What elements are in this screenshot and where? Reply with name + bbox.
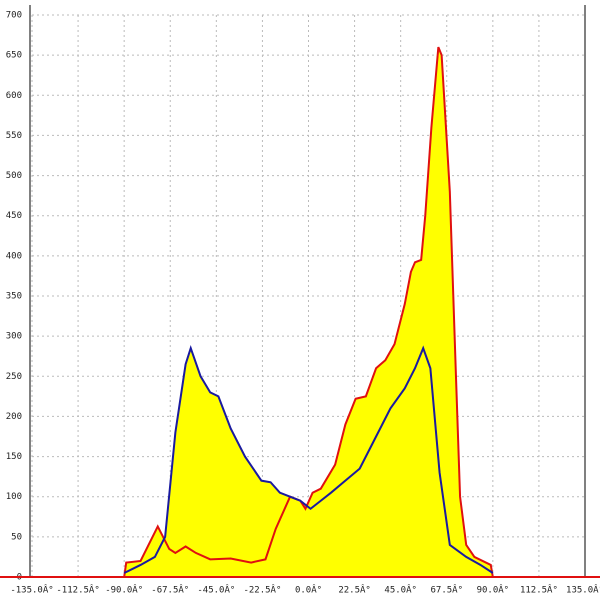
y-tick-label: 450 [6,211,22,221]
series-line [123,345,494,574]
x-tick-label: -112.5Â° [56,584,99,596]
x-tick-label: -90.0Â° [105,584,143,596]
x-tick-label: -45.0Â° [197,584,235,596]
series-line [123,46,494,578]
y-tick-label: 700 [6,11,22,21]
y-tick-label: 50 [11,532,22,542]
x-tick-label: 67.5Â° [430,584,463,596]
x-tick-label: -67.5Â° [151,584,189,596]
x-tick-label: 90.0Â° [477,584,510,596]
y-tick-label: 600 [6,91,22,101]
y-tick-label: 400 [6,251,22,261]
y-tick-label: 300 [6,332,22,342]
area-fill [124,348,493,577]
x-tick-label: -135.0Â° [10,584,53,596]
y-tick-label: 200 [6,412,22,422]
x-tick-label: 0.0Â° [295,584,322,596]
y-tick-label: 500 [6,171,22,181]
x-tick-label: 22.5Â° [338,584,371,596]
y-tick-label: 350 [6,292,22,302]
y-tick-label: 550 [6,131,22,141]
y-tick-label: 100 [6,492,22,502]
y-tick-label: 250 [6,372,22,382]
y-tick-label: 150 [6,452,22,462]
x-tick-label: 112.5Â° [520,584,558,596]
x-tick-label: -22.5Â° [243,584,281,596]
x-tick-label: 135.0Â° [566,584,600,596]
x-tick-label: 45.0Â° [384,584,417,596]
y-tick-label: 650 [6,51,22,61]
